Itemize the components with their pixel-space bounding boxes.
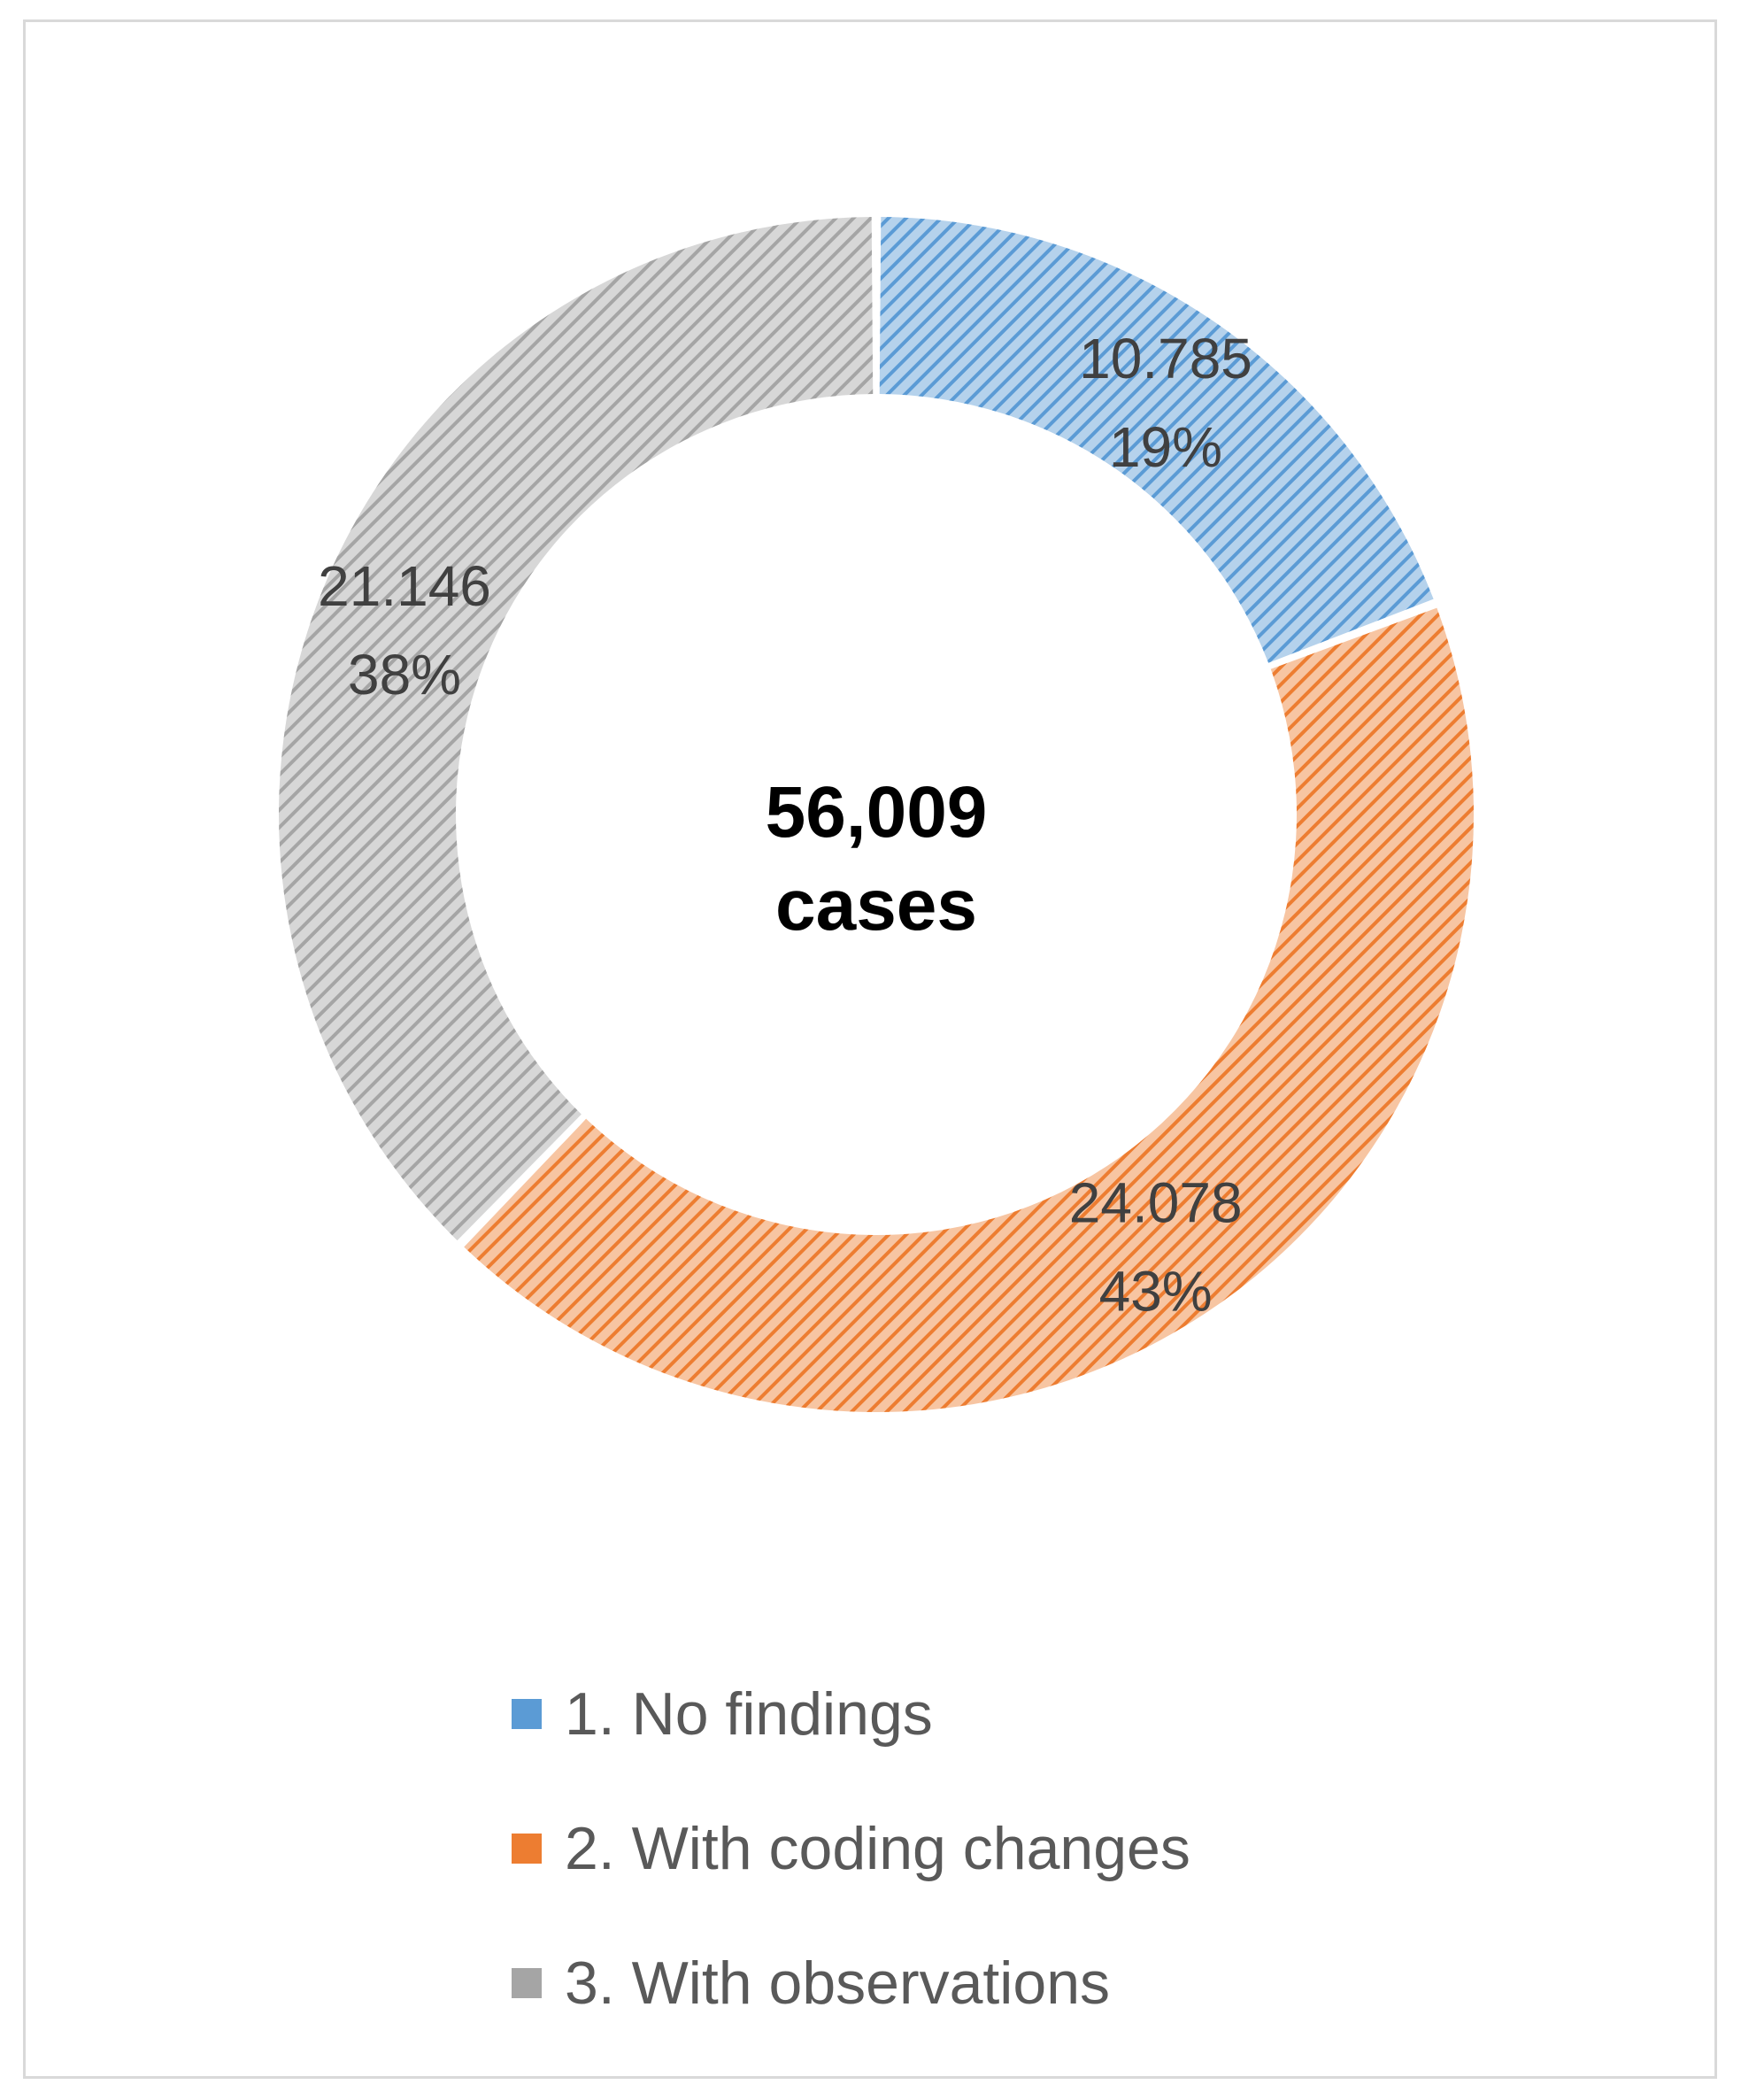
legend-item-with-coding-changes: 2. With coding changes — [512, 1781, 1190, 1916]
legend-label: 3. With observations — [565, 1949, 1111, 2017]
slice-percent-label: 38% — [348, 643, 461, 706]
legend-item-with-observations: 3. With observations — [512, 1916, 1190, 2050]
legend-swatch — [512, 1834, 542, 1864]
slice-percent-label: 19% — [1109, 415, 1222, 479]
legend-label: 1. No findings — [565, 1680, 933, 1748]
slice-value-label: 24.078 — [1069, 1171, 1243, 1235]
chart-legend: 1. No findings 2. With coding changes 3.… — [512, 1647, 1190, 2050]
slice-value-label: 21.146 — [318, 554, 491, 618]
donut-slice-3 — [279, 217, 874, 1241]
center-total-unit: cases — [775, 865, 977, 946]
legend-label: 2. With coding changes — [565, 1815, 1190, 1882]
legend-swatch — [512, 1968, 542, 1998]
donut-slice-2 — [464, 607, 1474, 1412]
donut-slice-1 — [879, 217, 1434, 663]
slice-value-label: 10.785 — [1079, 327, 1252, 390]
slice-percent-label: 43% — [1099, 1260, 1213, 1324]
legend-swatch — [512, 1699, 542, 1729]
center-total-value: 56,009 — [766, 772, 988, 853]
legend-item-no-findings: 1. No findings — [512, 1647, 1190, 1781]
